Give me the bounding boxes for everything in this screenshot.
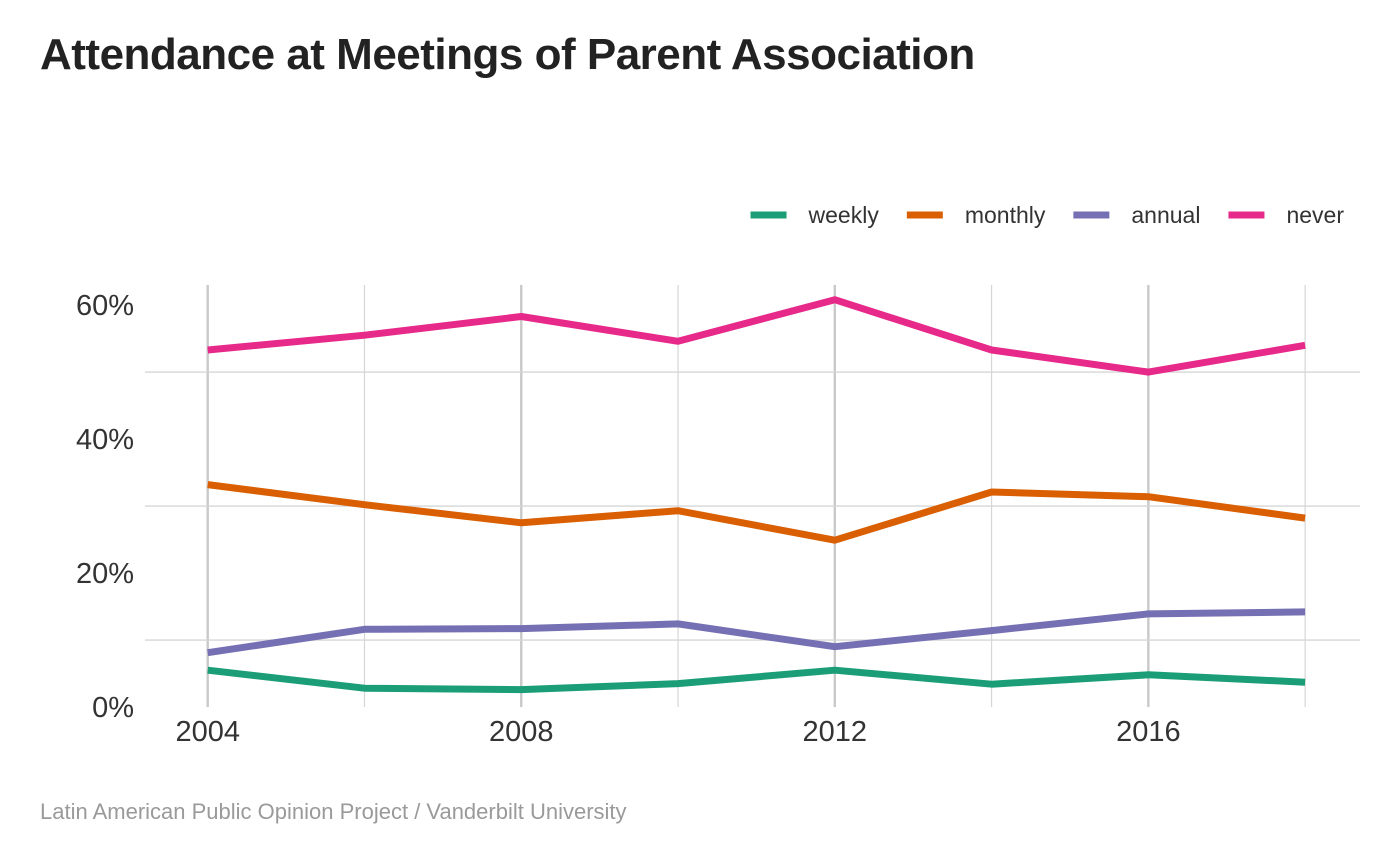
legend-label-annual: annual xyxy=(1131,202,1200,228)
x-tick-label: 2016 xyxy=(1116,716,1181,748)
series-lines xyxy=(207,296,1306,694)
series-line-annual xyxy=(207,608,1306,657)
chart-title: Attendance at Meetings of Parent Associa… xyxy=(40,30,975,79)
y-tick-label: 0% xyxy=(92,692,134,724)
grid-lines xyxy=(145,285,1360,707)
series-line-never xyxy=(207,296,1306,376)
legend-label-never: never xyxy=(1286,202,1344,228)
series-line-weekly xyxy=(207,666,1306,694)
y-tick-label: 20% xyxy=(76,558,134,590)
x-axis-ticks: 2004 2008 2012 2016 xyxy=(175,716,1180,748)
source-caption: Latin American Public Opinion Project / … xyxy=(40,799,627,824)
x-tick-label: 2012 xyxy=(803,716,868,748)
x-tick-label: 2004 xyxy=(175,716,240,748)
y-tick-label: 60% xyxy=(76,290,134,322)
legend-label-weekly: weekly xyxy=(808,202,880,228)
y-tick-label: 40% xyxy=(76,424,134,456)
legend: weekly monthly annual never xyxy=(750,202,1344,228)
y-axis-ticks: 0% 20% 40% 60% xyxy=(76,290,134,724)
series-line-monthly xyxy=(207,481,1306,544)
legend-label-monthly: monthly xyxy=(965,202,1046,228)
x-tick-label: 2008 xyxy=(489,716,554,748)
